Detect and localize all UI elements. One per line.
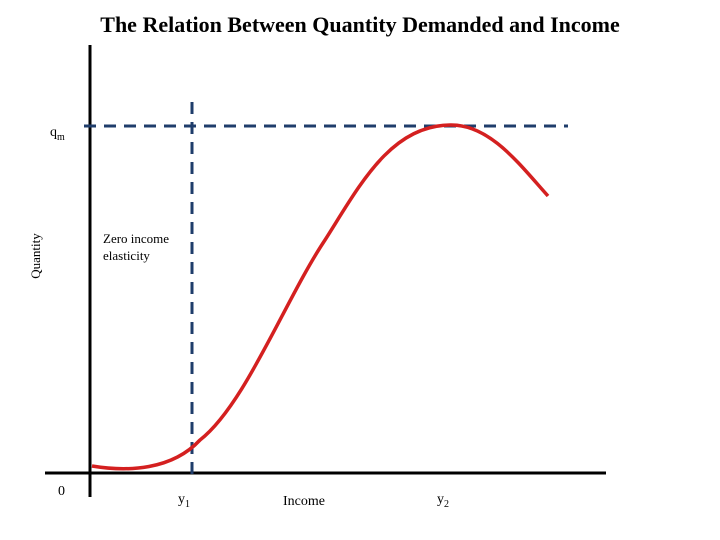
qm-label: qm: [50, 125, 65, 143]
engel-curve: [91, 123, 550, 471]
y-axis-label: Quantity: [28, 233, 43, 279]
y2-label: y2: [437, 492, 449, 510]
y1-label: y1: [178, 492, 190, 510]
chart-title: The Relation Between Quantity Demanded a…: [100, 12, 620, 37]
zero-elasticity-annotation: Zero income elasticity: [103, 231, 170, 263]
x-axis-label: Income: [283, 494, 325, 509]
origin-label: 0: [58, 484, 65, 499]
